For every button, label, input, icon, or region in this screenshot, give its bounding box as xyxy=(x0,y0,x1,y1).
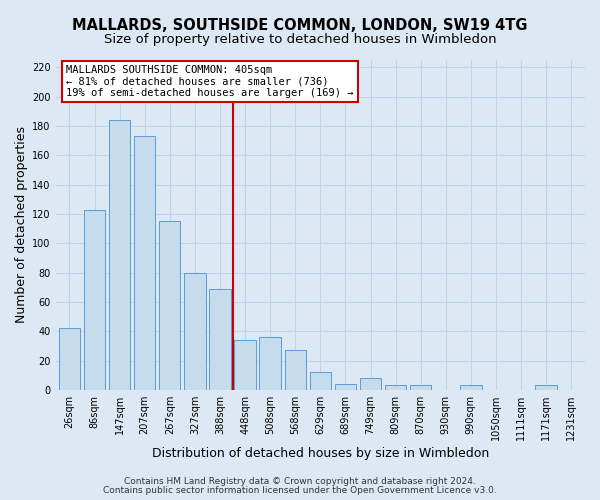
Bar xyxy=(159,221,181,390)
Bar xyxy=(184,272,206,390)
X-axis label: Distribution of detached houses by size in Wimbledon: Distribution of detached houses by size … xyxy=(152,447,489,460)
Bar xyxy=(59,328,80,390)
Bar xyxy=(335,384,356,390)
Bar xyxy=(410,386,431,390)
Text: Contains public sector information licensed under the Open Government Licence v3: Contains public sector information licen… xyxy=(103,486,497,495)
Text: MALLARDS, SOUTHSIDE COMMON, LONDON, SW19 4TG: MALLARDS, SOUTHSIDE COMMON, LONDON, SW19… xyxy=(72,18,528,32)
Bar xyxy=(360,378,381,390)
Text: Contains HM Land Registry data © Crown copyright and database right 2024.: Contains HM Land Registry data © Crown c… xyxy=(124,477,476,486)
Bar xyxy=(284,350,306,390)
Text: MALLARDS SOUTHSIDE COMMON: 405sqm
← 81% of detached houses are smaller (736)
19%: MALLARDS SOUTHSIDE COMMON: 405sqm ← 81% … xyxy=(66,65,354,98)
Text: Size of property relative to detached houses in Wimbledon: Size of property relative to detached ho… xyxy=(104,32,496,46)
Bar xyxy=(535,386,557,390)
Bar xyxy=(84,210,105,390)
Bar xyxy=(259,337,281,390)
Bar xyxy=(109,120,130,390)
Bar xyxy=(385,386,406,390)
Bar xyxy=(310,372,331,390)
Bar xyxy=(235,340,256,390)
Bar xyxy=(460,386,482,390)
Bar xyxy=(209,288,230,390)
Y-axis label: Number of detached properties: Number of detached properties xyxy=(15,126,28,324)
Bar xyxy=(134,136,155,390)
